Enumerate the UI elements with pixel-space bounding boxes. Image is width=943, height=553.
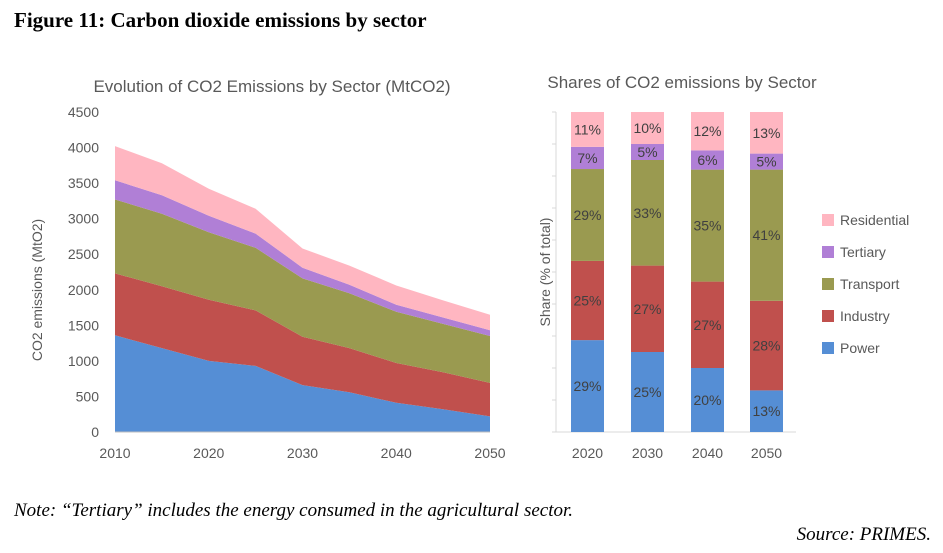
bar-data-label: 29% — [573, 378, 601, 394]
bar-data-label: 5% — [637, 144, 657, 160]
bar-data-label: 27% — [633, 301, 661, 317]
bar-segment-power-2040 — [691, 368, 724, 432]
area-layer-industry — [115, 273, 490, 417]
bar-x-tick-label: 2050 — [751, 445, 782, 461]
bar-segments — [571, 112, 783, 432]
legend-label-tertiary: Tertiary — [840, 244, 886, 260]
area-x-ticks: 2010 2020 2030 2040 2050 — [99, 445, 505, 461]
bar-data-label: 13% — [752, 403, 780, 419]
legend-swatch-power — [822, 342, 834, 354]
legend-label-transport: Transport — [840, 276, 900, 292]
legend-swatch-industry — [822, 310, 834, 322]
area-chart-ylabel: CO2 emissions (MtO2) — [29, 219, 45, 361]
figure-note: Note: “Tertiary” includes the energy con… — [14, 500, 574, 521]
bar-data-label: 27% — [693, 317, 721, 333]
bar-segment-industry-2040 — [691, 281, 724, 368]
legend-label-residential: Residential — [840, 212, 909, 228]
bar-data-label: 25% — [573, 293, 601, 309]
bar-data-label: 35% — [693, 218, 721, 234]
bar-y-tick-marks — [552, 111, 556, 433]
bar-data-label: 33% — [633, 205, 661, 221]
area-chart: Evolution of CO2 Emissions by Sector (Mt… — [29, 77, 506, 461]
area-x-tick-label: 2010 — [99, 445, 130, 461]
bar-segment-tertiary-2050 — [750, 153, 783, 170]
bar-segment-residential-2030 — [631, 112, 664, 144]
area-y-tick-label: 1000 — [68, 353, 99, 369]
area-layer-transport — [115, 199, 490, 383]
legend-label-power: Power — [840, 340, 880, 356]
area-y-tick-label: 2000 — [68, 282, 99, 298]
bar-data-label: 11% — [574, 121, 601, 137]
bar-segment-transport-2020 — [571, 169, 604, 261]
bar-segment-industry-2050 — [750, 300, 783, 391]
bar-segment-residential-2020 — [571, 112, 604, 147]
bar-segment-power-2030 — [631, 352, 664, 432]
bar-data-label: 41% — [752, 227, 780, 243]
legend-swatch-residential — [822, 214, 834, 226]
bar-segment-residential-2050 — [750, 112, 783, 154]
bar-x-tick-label: 2040 — [692, 445, 723, 461]
area-y-tick-label: 3000 — [68, 211, 99, 227]
bar-data-label: 20% — [693, 392, 721, 408]
bar-data-label: 29% — [573, 207, 601, 223]
area-layer-tertiary — [115, 180, 490, 336]
bar-segment-tertiary-2030 — [631, 144, 664, 160]
bar-segment-transport-2050 — [750, 169, 783, 301]
bar-data-label: 13% — [752, 125, 780, 141]
bar-segment-transport-2030 — [631, 160, 664, 266]
area-x-tick-label: 2020 — [193, 445, 224, 461]
bar-chart: Shares of CO2 emissions by Sector Share … — [537, 73, 909, 461]
bar-chart-title: Shares of CO2 emissions by Sector — [547, 73, 817, 92]
legend-swatch-tertiary — [822, 246, 834, 258]
bar-chart-ylabel: Share (% of total) — [537, 218, 553, 327]
area-chart-title: Evolution of CO2 Emissions by Sector (Mt… — [93, 77, 450, 96]
area-layer-residential — [115, 146, 490, 331]
figure-title: Figure 11: Carbon dioxide emissions by s… — [14, 8, 427, 32]
bar-segment-power-2050 — [750, 390, 783, 432]
bar-segment-tertiary-2020 — [571, 146, 604, 170]
bar-data-labels: 29% 25% 29% 7% 11% 25% 27% 33% 5% 10% 20% 27% 35% 6% 1… — [573, 120, 780, 419]
bar-segment-tertiary-2040 — [691, 150, 724, 170]
area-x-tick-label: 2030 — [287, 445, 318, 461]
area-y-tick-label: 2500 — [68, 246, 99, 262]
bar-x-ticks: 2020 2030 2040 2050 — [572, 445, 782, 461]
area-y-tick-label: 1500 — [68, 317, 99, 333]
bar-data-label: 5% — [756, 154, 776, 170]
area-y-tick-label: 0 — [91, 424, 99, 440]
bar-data-label: 10% — [633, 120, 661, 136]
bar-data-label: 28% — [752, 338, 780, 354]
area-x-tick-label: 2040 — [381, 445, 412, 461]
area-layer-power — [115, 335, 490, 432]
area-y-tick-label: 4500 — [68, 104, 99, 120]
bar-segment-industry-2020 — [571, 260, 604, 341]
area-y-tick-label: 500 — [76, 388, 100, 404]
bar-segment-industry-2030 — [631, 265, 664, 352]
bar-segment-transport-2040 — [691, 169, 724, 282]
bar-data-label: 6% — [697, 152, 717, 168]
area-y-tick-label: 4000 — [68, 140, 99, 156]
bar-x-tick-label: 2030 — [632, 445, 663, 461]
figure-source: Source: PRIMES. — [796, 524, 931, 545]
bar-data-label: 25% — [633, 384, 661, 400]
charts-canvas: Evolution of CO2 Emissions by Sector (Mt… — [29, 73, 909, 461]
legend-label-industry: Industry — [840, 308, 890, 324]
bar-legend: Residential Tertiary Transport Industry Powe… — [822, 212, 909, 356]
area-layers — [115, 146, 490, 432]
area-x-tick-label: 2050 — [474, 445, 505, 461]
bar-data-label: 7% — [577, 150, 597, 166]
legend-swatch-transport — [822, 278, 834, 290]
bar-segment-residential-2040 — [691, 112, 724, 151]
bar-data-label: 12% — [693, 123, 721, 139]
bar-x-tick-label: 2020 — [572, 445, 603, 461]
bar-segment-power-2020 — [571, 340, 604, 432]
area-y-ticks: 0 500 1000 1500 2000 2500 3000 3500 4000 4500 — [68, 104, 99, 440]
area-y-tick-label: 3500 — [68, 175, 99, 191]
